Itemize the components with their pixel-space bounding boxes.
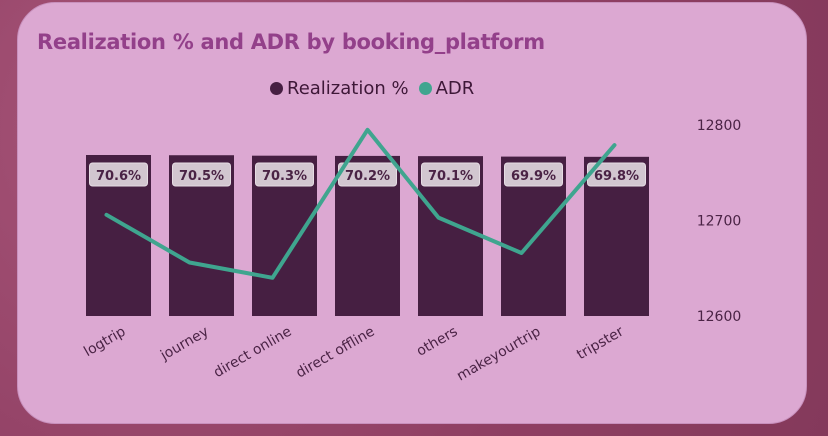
- legend-item-realization[interactable]: Realization %: [270, 78, 409, 99]
- y2-tick-label: 12600: [697, 309, 742, 325]
- data-label-box: [504, 162, 563, 187]
- y2-tick-label: 12700: [697, 214, 742, 230]
- chart-title: Realization % and ADR by booking_platfor…: [37, 30, 545, 54]
- data-label: 70.3%: [262, 169, 307, 184]
- y2-tick-label: 12800: [697, 118, 742, 134]
- data-label-box: [172, 162, 231, 187]
- legend-label-adr: ADR: [435, 78, 475, 99]
- adr-line-group: [104, 127, 617, 280]
- category-label: tripster: [574, 323, 627, 363]
- right-axis: 12600 12700 12800: [697, 118, 742, 325]
- category-label: makeyourtrip: [454, 324, 543, 385]
- data-label-box: [89, 162, 148, 187]
- chart-legend: Realization % ADR: [270, 78, 484, 99]
- data-label: 70.2%: [345, 169, 390, 184]
- legend-label-realization: Realization %: [287, 78, 409, 99]
- data-label: 70.6%: [96, 169, 141, 184]
- data-label: 69.8%: [594, 169, 639, 184]
- category-label: direct offline: [293, 324, 377, 382]
- legend-item-adr[interactable]: ADR: [418, 78, 475, 99]
- category-label: direct online: [211, 324, 295, 381]
- category-label: journey: [157, 324, 211, 365]
- legend-dot-adr: [418, 82, 432, 95]
- data-label: 69.9%: [511, 169, 556, 184]
- data-label-group: 70.6% 70.5% 70.3% 70.2% 70.1% 69.9% 69.8%: [89, 162, 646, 187]
- category-label: logtrip: [81, 324, 128, 361]
- data-label-box: [421, 162, 480, 187]
- data-label-box: [255, 162, 314, 187]
- data-label: 70.1%: [428, 169, 473, 184]
- legend-dot-realization: [270, 82, 283, 95]
- data-label: 70.5%: [179, 169, 224, 184]
- category-label: others: [414, 324, 461, 360]
